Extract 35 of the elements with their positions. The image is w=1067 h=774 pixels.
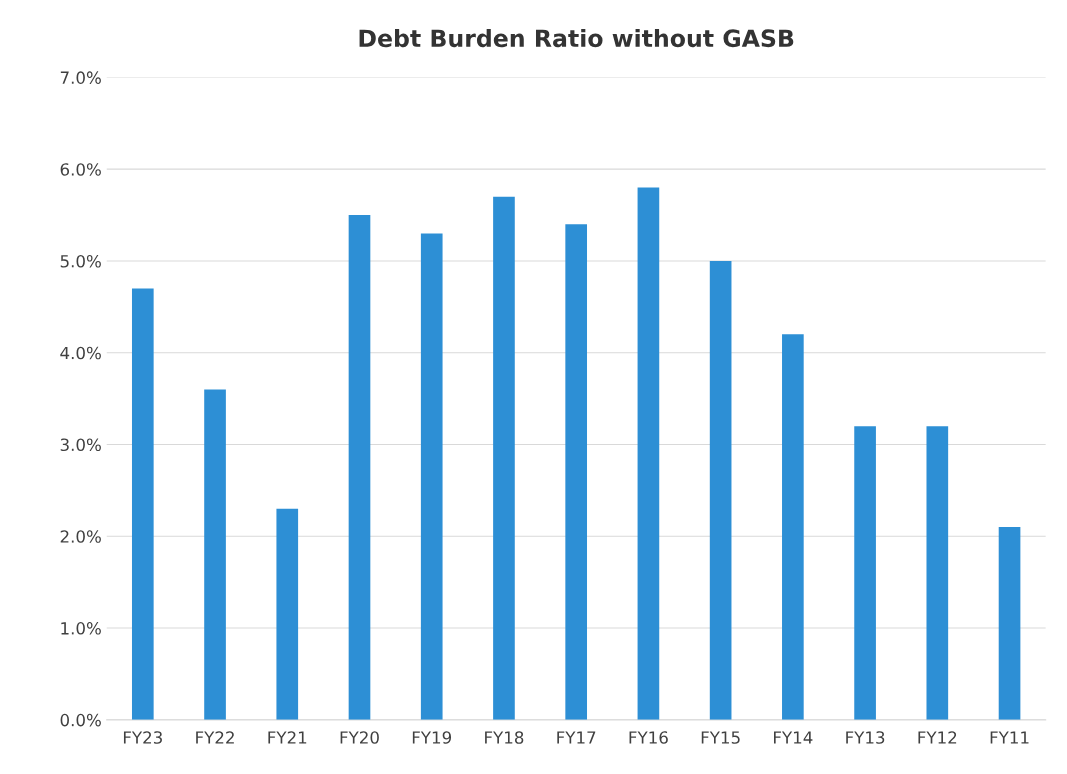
chart-title: Debt Burden Ratio without GASB [359, 28, 794, 48]
x-tick-label: FY18 [485, 731, 524, 744]
y-tick-label: 7.0% [60, 71, 101, 84]
y-tick-label: 1.0% [61, 622, 101, 635]
x-tick-label: FY15 [701, 731, 740, 744]
x-tick-label: FY14 [774, 731, 813, 744]
x-tick-label: FY19 [412, 731, 452, 744]
bar [854, 426, 876, 720]
bar [709, 260, 732, 720]
bar [204, 389, 226, 720]
bar [348, 215, 371, 720]
x-tick-label: FY20 [340, 731, 379, 744]
x-tick-label: FY16 [629, 731, 668, 744]
bar [637, 187, 660, 720]
y-tick-label: 2.0% [60, 530, 101, 543]
bar [420, 233, 443, 720]
bar [565, 224, 588, 720]
bar [131, 288, 154, 720]
bar [276, 508, 299, 720]
y-tick-label: 4.0% [60, 346, 101, 360]
x-tick-label: FY22 [196, 731, 234, 744]
bar [926, 426, 949, 720]
x-tick-label: FY17 [557, 731, 596, 744]
x-tick-label: FY11 [990, 731, 1029, 744]
x-tick-label: FY23 [123, 731, 162, 744]
bar [998, 527, 1021, 720]
x-tick-label: FY13 [846, 731, 885, 744]
y-tick-label: 3.0% [60, 438, 101, 452]
bar [782, 334, 804, 720]
x-tick-label: FY12 [918, 731, 957, 744]
x-tick-label: FY21 [268, 731, 307, 744]
bar [493, 196, 515, 720]
y-tick-label: 5.0% [60, 254, 101, 268]
y-tick-label: 0.0% [60, 713, 101, 727]
y-tick-label: 6.0% [60, 163, 101, 176]
